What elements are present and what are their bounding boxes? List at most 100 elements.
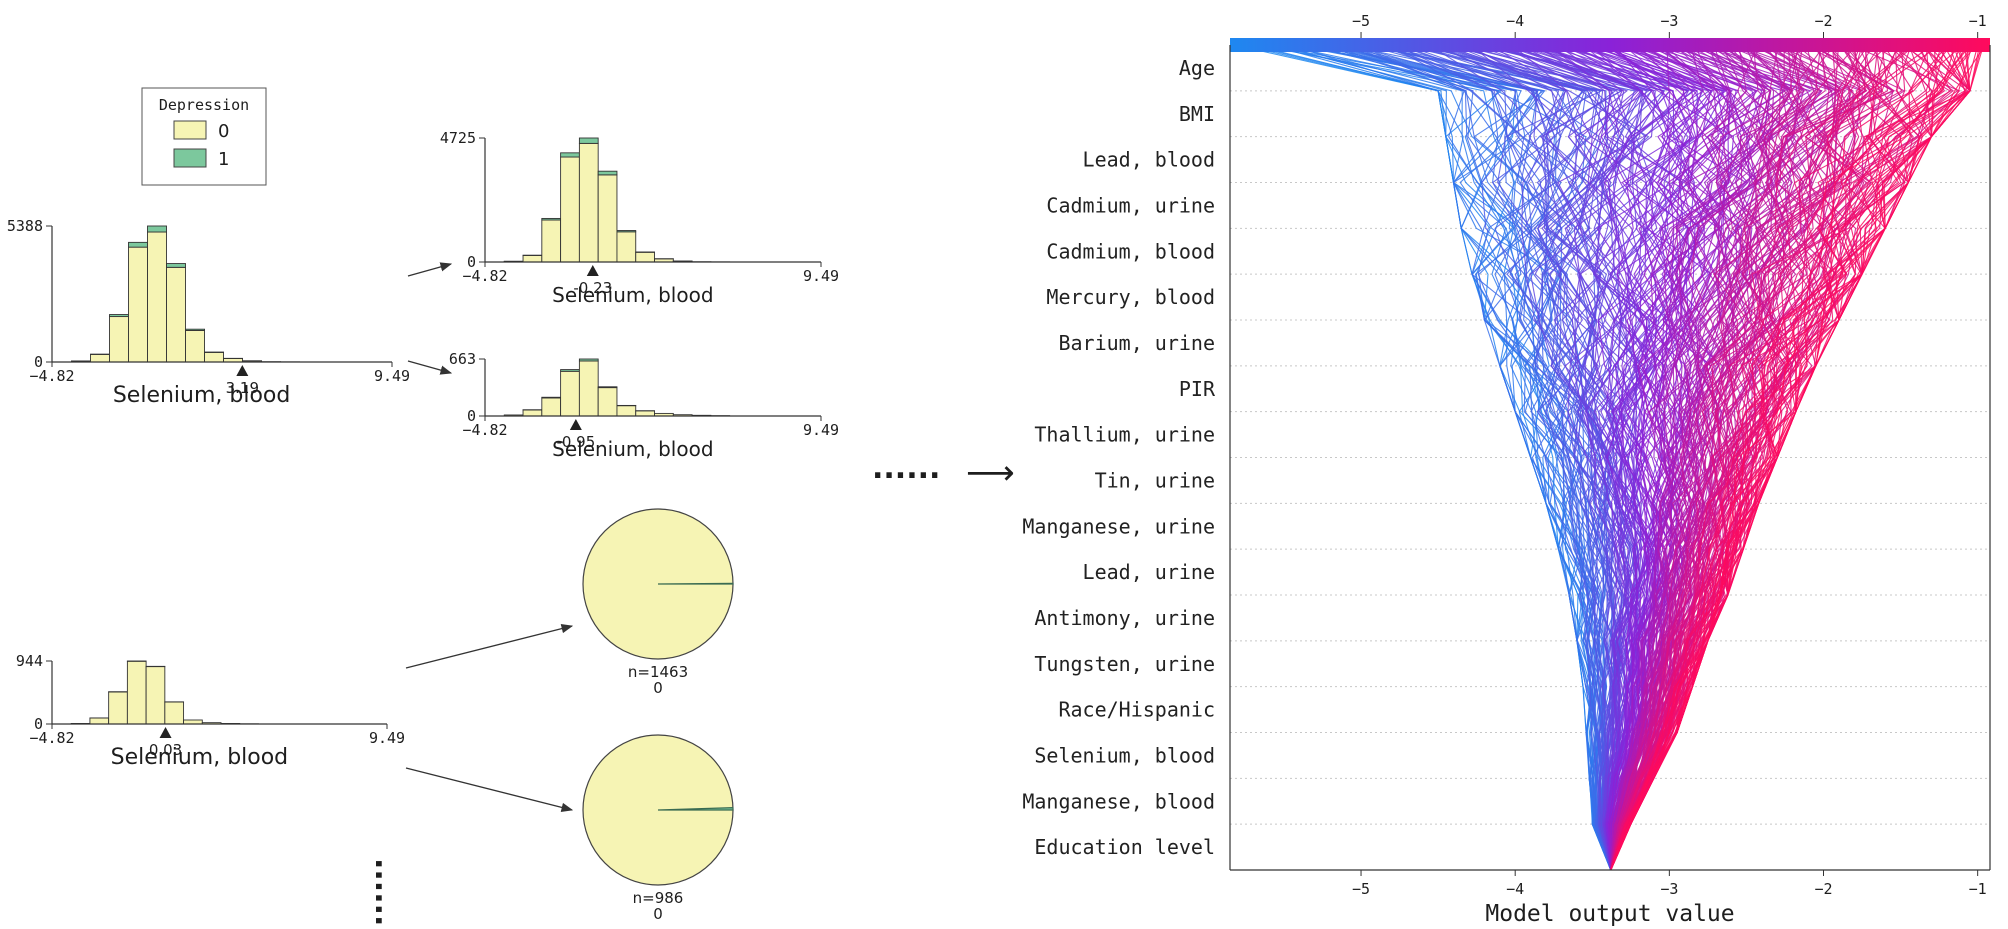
shap-decision-line <box>1477 44 1666 871</box>
shap-feature-label: Age <box>1179 56 1215 80</box>
shap-feature-label: Thallium, urine <box>1034 423 1215 447</box>
split-marker <box>159 727 172 738</box>
hist-x-tick-label: −4.82 <box>29 367 74 385</box>
pie-n-label: n=1463 <box>628 663 688 681</box>
hist-xlabel: Selenium, blood <box>113 383 291 408</box>
hist-bar-class0 <box>578 142 599 263</box>
hist-y-tick-label: 5388 <box>7 217 43 235</box>
hist-bar-class1 <box>541 396 562 399</box>
legend-title: Depression <box>159 96 249 114</box>
hist-bar-class1 <box>578 358 599 362</box>
shap-top-tick-label: −4 <box>1506 12 1524 30</box>
hist-bar-class0 <box>147 231 167 363</box>
shap-decision-line <box>1610 44 1868 871</box>
shap-decision-line <box>1396 44 1612 871</box>
shap-decision-line <box>1385 44 1618 871</box>
legend: Depression 0 1 <box>141 87 267 186</box>
shap-feature-label: PIR <box>1179 377 1216 401</box>
tree-edges <box>405 262 574 812</box>
hist-y-tick-label: 663 <box>449 350 476 368</box>
hist-y-tick-label: 944 <box>16 652 43 670</box>
shap-feature-label: Barium, urine <box>1058 331 1215 355</box>
split-marker <box>236 365 249 376</box>
hist-bar-class1 <box>147 225 167 233</box>
hist-bar-class0 <box>89 717 110 725</box>
shap-decision-line <box>1610 44 1773 871</box>
edge-lower-pie2 <box>405 767 574 812</box>
shap-decision-line <box>1462 44 1635 871</box>
hist-x-tick-label: 9.49 <box>369 729 405 747</box>
shap-feature-label: Education level <box>1034 835 1215 859</box>
shap-decision-line <box>1556 44 1666 871</box>
shap-feature-label: Antimony, urine <box>1034 606 1215 630</box>
hist-bar-class1 <box>560 369 580 372</box>
shap-feature-label: Cadmium, blood <box>1046 239 1215 263</box>
hist-bar-class0 <box>597 387 618 417</box>
hist-bar-class1 <box>616 230 637 233</box>
shap-feature-label: BMI <box>1179 102 1215 126</box>
shap-decision-line <box>1610 44 1948 871</box>
shap-feature-label: Selenium, blood <box>1034 743 1215 767</box>
shap-decision-line <box>1610 44 1685 871</box>
pie-n-label: n=986 <box>633 889 684 907</box>
shap-decision-line <box>1610 44 1772 871</box>
hist-bar-class0 <box>164 701 185 725</box>
hist-x-tick-label: −4.82 <box>29 729 74 747</box>
shap-feature-label: Lead, urine <box>1083 560 1215 584</box>
hist-bar-class0 <box>560 156 580 263</box>
shap-decision-line <box>1610 44 1753 871</box>
hist-x-tick-label: 9.49 <box>803 421 839 439</box>
pie-class-label: 0 <box>653 905 663 923</box>
shap-feature-label: Tin, urine <box>1095 468 1215 492</box>
shap-x-tick-label: −4 <box>1506 880 1524 898</box>
shap-decision-line <box>1353 44 1612 871</box>
shap-colorbar <box>1230 38 1990 52</box>
shap-feature-labels: Age BMI Lead, blood Cadmium, urine Cadmium, … <box>1022 56 1216 859</box>
hist-bar-class0 <box>108 691 128 725</box>
hist-bar-class0 <box>522 254 543 263</box>
shap-decision-line <box>1610 44 1979 871</box>
shap-decision-line <box>1610 44 1986 871</box>
arrow-to-shap: ⟶ <box>966 453 1015 493</box>
hist-bar-class0 <box>597 174 618 263</box>
split-value: 0.03 <box>149 741 182 759</box>
split-value: -0.23 <box>573 279 612 297</box>
hist-x-tick-label: −4.82 <box>462 421 507 439</box>
shap-xlabel: Model output value <box>1485 901 1734 927</box>
hist-bar-class1 <box>578 137 599 144</box>
hist-bar-class1 <box>185 328 205 331</box>
shap-decision-line <box>1379 44 1612 871</box>
shap-decision-line <box>1610 44 1975 871</box>
shap-feature-label: Race/Hispanic <box>1058 698 1215 722</box>
edge-root-right <box>407 360 453 375</box>
split-value: 3.19 <box>226 379 259 397</box>
shap-lines <box>1234 44 1986 871</box>
hist-bar-class0 <box>204 351 224 363</box>
shap-top-tick-label: −1 <box>1969 12 1987 30</box>
hist-bar-class0 <box>90 353 110 363</box>
shap-decision-line <box>1431 44 1631 871</box>
hist-bar-class0 <box>145 666 166 725</box>
shap-x-tick-label: −3 <box>1660 880 1678 898</box>
shap-top-tick-label: −2 <box>1814 12 1832 30</box>
shap-axes: −5 −5 −4 −4 −3 −3 −2 −2 −1 −1 <box>1229 12 1991 898</box>
shap-decision-line <box>1610 44 1823 871</box>
hist-bar-class1 <box>597 386 618 389</box>
hist-xlabel: Selenium, blood <box>552 437 713 461</box>
hist-bar-class0 <box>109 316 129 363</box>
hist-y-tick-label: 0 <box>34 353 43 371</box>
hist-xlabel: Selenium, blood <box>111 745 289 770</box>
legend-label-0: 0 <box>218 121 229 142</box>
shap-decision-line <box>1547 44 1667 871</box>
shap-decision-line <box>1319 44 1612 871</box>
shap-feature-label: Manganese, urine <box>1022 514 1215 538</box>
hist-bar-class1 <box>560 152 580 158</box>
ellipsis-horizontal: ...... <box>872 451 940 486</box>
shap-decision-line <box>1610 44 1971 871</box>
hist-bar-class0 <box>541 219 562 263</box>
hist-bar-class0 <box>616 405 637 417</box>
shap-decision-line <box>1362 44 1615 871</box>
